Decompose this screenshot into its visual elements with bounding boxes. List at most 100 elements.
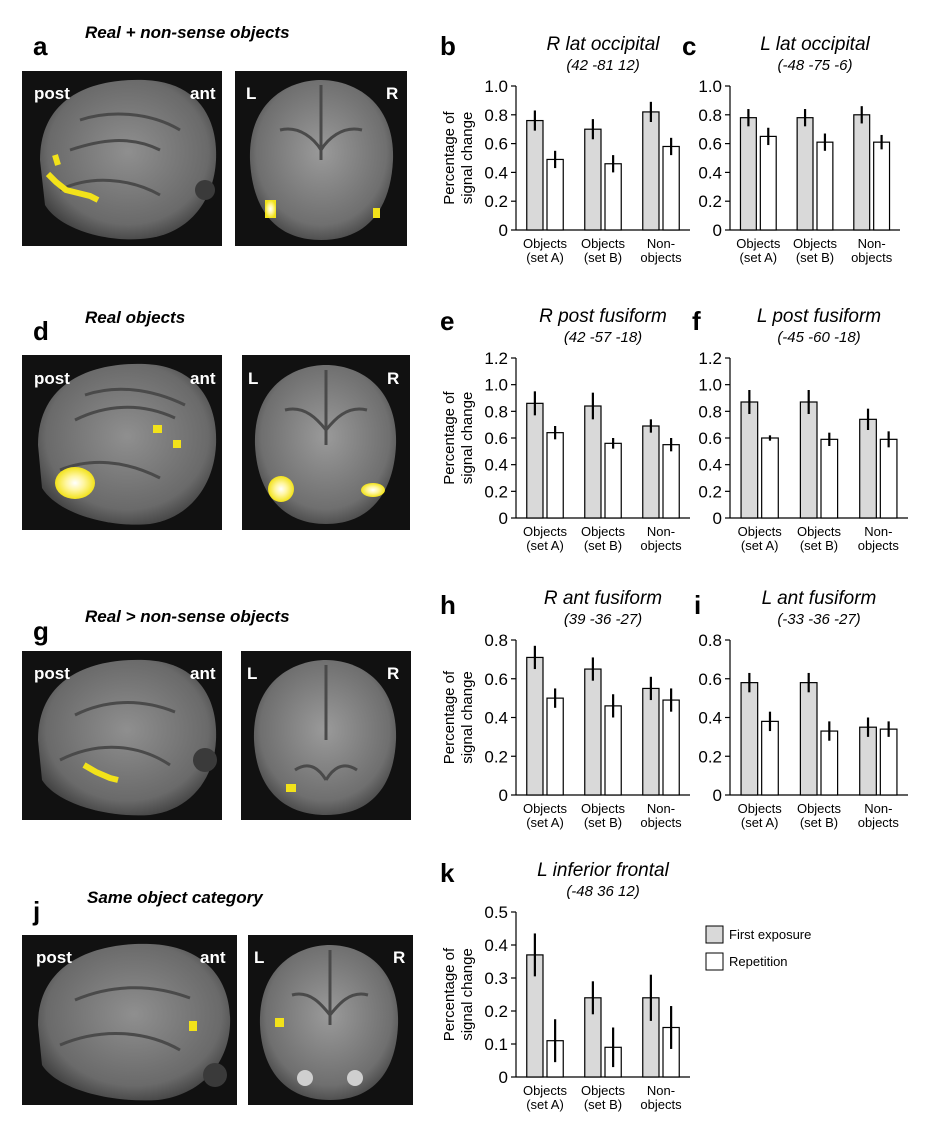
- y-tick-label: 0.2: [698, 747, 722, 766]
- y-tick-label: 0.6: [698, 670, 722, 689]
- bar-repetition: [879, 728, 898, 796]
- label-L: L: [254, 948, 264, 967]
- bar-repetition: [546, 432, 564, 519]
- label-post: post: [34, 664, 70, 683]
- category-label: Non-: [647, 236, 675, 251]
- chart-title: R ant fusiform: [544, 588, 662, 609]
- y-tick-label: 0: [713, 509, 722, 528]
- chart-h: R ant fusiform (39 -36 -27) 0 0.2 0.4 0.6 0.8 P…: [441, 588, 690, 830]
- sulci: [279, 85, 363, 160]
- y-tick-label: 0.2: [698, 192, 722, 211]
- category-label: Objects: [581, 524, 626, 539]
- y-tick-label: 0.6: [698, 135, 722, 154]
- category-label: objects: [640, 815, 682, 830]
- y-tick-label: 0.4: [698, 163, 722, 182]
- bar-first-exposure: [859, 418, 877, 519]
- y-tick-label: 0.8: [698, 631, 722, 650]
- bar-repetition: [662, 444, 680, 519]
- activation-blob: [361, 483, 385, 497]
- label-post: post: [34, 84, 70, 103]
- chart-k: L inferior frontal (-48 36 12) 0 0.1 0.2 0.3 0…: [441, 860, 690, 1112]
- y-tick-label: 0: [713, 786, 722, 805]
- category-label: Non-: [864, 524, 892, 539]
- sagittal-slice-g: post ant: [22, 651, 222, 820]
- coronal-slice-a: L R: [235, 71, 407, 246]
- category-label: objects: [851, 250, 893, 265]
- y-tick-label: 1.0: [484, 77, 508, 96]
- activation-blob: [275, 1018, 284, 1027]
- skull-detail: [297, 1070, 313, 1086]
- sagittal-slice-d: post ant: [22, 355, 222, 530]
- panel-letter-b: b: [440, 31, 456, 61]
- category-label: (set B): [800, 538, 838, 553]
- category-label: (set B): [796, 250, 834, 265]
- sulci: [59, 112, 181, 197]
- category-label: Non-: [864, 801, 892, 816]
- y-tick-label: 0.4: [484, 456, 508, 475]
- category-label: (set B): [584, 1097, 622, 1112]
- bar-repetition: [761, 720, 779, 796]
- category-label: Non-: [647, 1083, 675, 1098]
- panel-letter-k: k: [440, 858, 455, 888]
- category-label: Non-: [647, 801, 675, 816]
- panel-letter-d: d: [33, 316, 49, 346]
- bar-repetition: [604, 163, 622, 231]
- category-label: (set A): [741, 538, 779, 553]
- panel-letter-e: e: [440, 306, 454, 336]
- orbit: [193, 748, 217, 772]
- y-tick-label: 1.2: [698, 349, 722, 368]
- category-label: Objects: [738, 801, 783, 816]
- y-tick-label: 0.3: [484, 969, 508, 988]
- chart-coordinates: (-48 36 12): [566, 883, 639, 900]
- chart-title: L inferior frontal: [537, 860, 669, 881]
- legend: First exposure Repetition: [705, 925, 811, 971]
- label-post: post: [36, 948, 72, 967]
- sulci: [59, 387, 186, 480]
- panel-letter-j: j: [32, 896, 40, 926]
- y-tick-label: 0.2: [484, 1002, 508, 1021]
- panel-letter-c: c: [682, 31, 696, 61]
- y-tick-label: 0: [499, 509, 508, 528]
- legend-swatch-first-exposure: [705, 925, 724, 944]
- orbit: [195, 180, 215, 200]
- chart-title: R lat occipital: [547, 34, 661, 55]
- coronal-slice-d: L R: [242, 355, 410, 530]
- category-label: objects: [640, 538, 682, 553]
- chart-title: R post fusiform: [539, 306, 667, 327]
- chart-i: L ant fusiform (-33 -36 -27) 0 0.2 0.4 0.6 0.8…: [698, 588, 908, 830]
- brain-sagittal: [38, 943, 231, 1101]
- y-tick-label: 0.6: [484, 135, 508, 154]
- y-tick-label: 0.2: [484, 747, 508, 766]
- orbit: [203, 1063, 227, 1087]
- chart-c: L lat occipital (-48 -75 -6) 0 0.2 0.4 0.6 0.8…: [698, 34, 900, 265]
- y-axis-label: Percentage of: [441, 947, 458, 1041]
- y-tick-label: 0.6: [698, 429, 722, 448]
- bar-repetition: [759, 135, 777, 231]
- y-tick-label: 0.6: [484, 429, 508, 448]
- y-tick-label: 0.8: [484, 631, 508, 650]
- y-tick-label: 0.4: [484, 936, 508, 955]
- bar-first-exposure: [739, 117, 757, 231]
- category-label: Objects: [523, 1083, 568, 1098]
- bar-first-exposure: [584, 128, 602, 231]
- brain-sagittal: [40, 79, 217, 240]
- activation-blob: [373, 208, 380, 218]
- category-label: Objects: [797, 801, 842, 816]
- category-label: Objects: [581, 801, 626, 816]
- chart-coordinates: (39 -36 -27): [564, 611, 642, 628]
- category-label: Objects: [581, 236, 626, 251]
- bar-first-exposure: [584, 405, 602, 519]
- y-tick-label: 0.8: [698, 402, 722, 421]
- category-label: Objects: [523, 801, 568, 816]
- bar-repetition: [546, 158, 564, 231]
- bar-first-exposure: [526, 119, 544, 231]
- bar-first-exposure: [740, 401, 759, 519]
- y-tick-label: 0: [499, 1068, 508, 1087]
- chart-f: L post fusiform (-45 -60 -18) 0 0.2 0.4 0.6 0.…: [698, 306, 908, 553]
- label-ant: ant: [190, 664, 216, 683]
- activation-blob: [153, 425, 162, 433]
- y-axis-label: signal change: [459, 671, 476, 764]
- y-axis-label: Percentage of: [441, 110, 458, 204]
- bar-first-exposure: [526, 656, 544, 796]
